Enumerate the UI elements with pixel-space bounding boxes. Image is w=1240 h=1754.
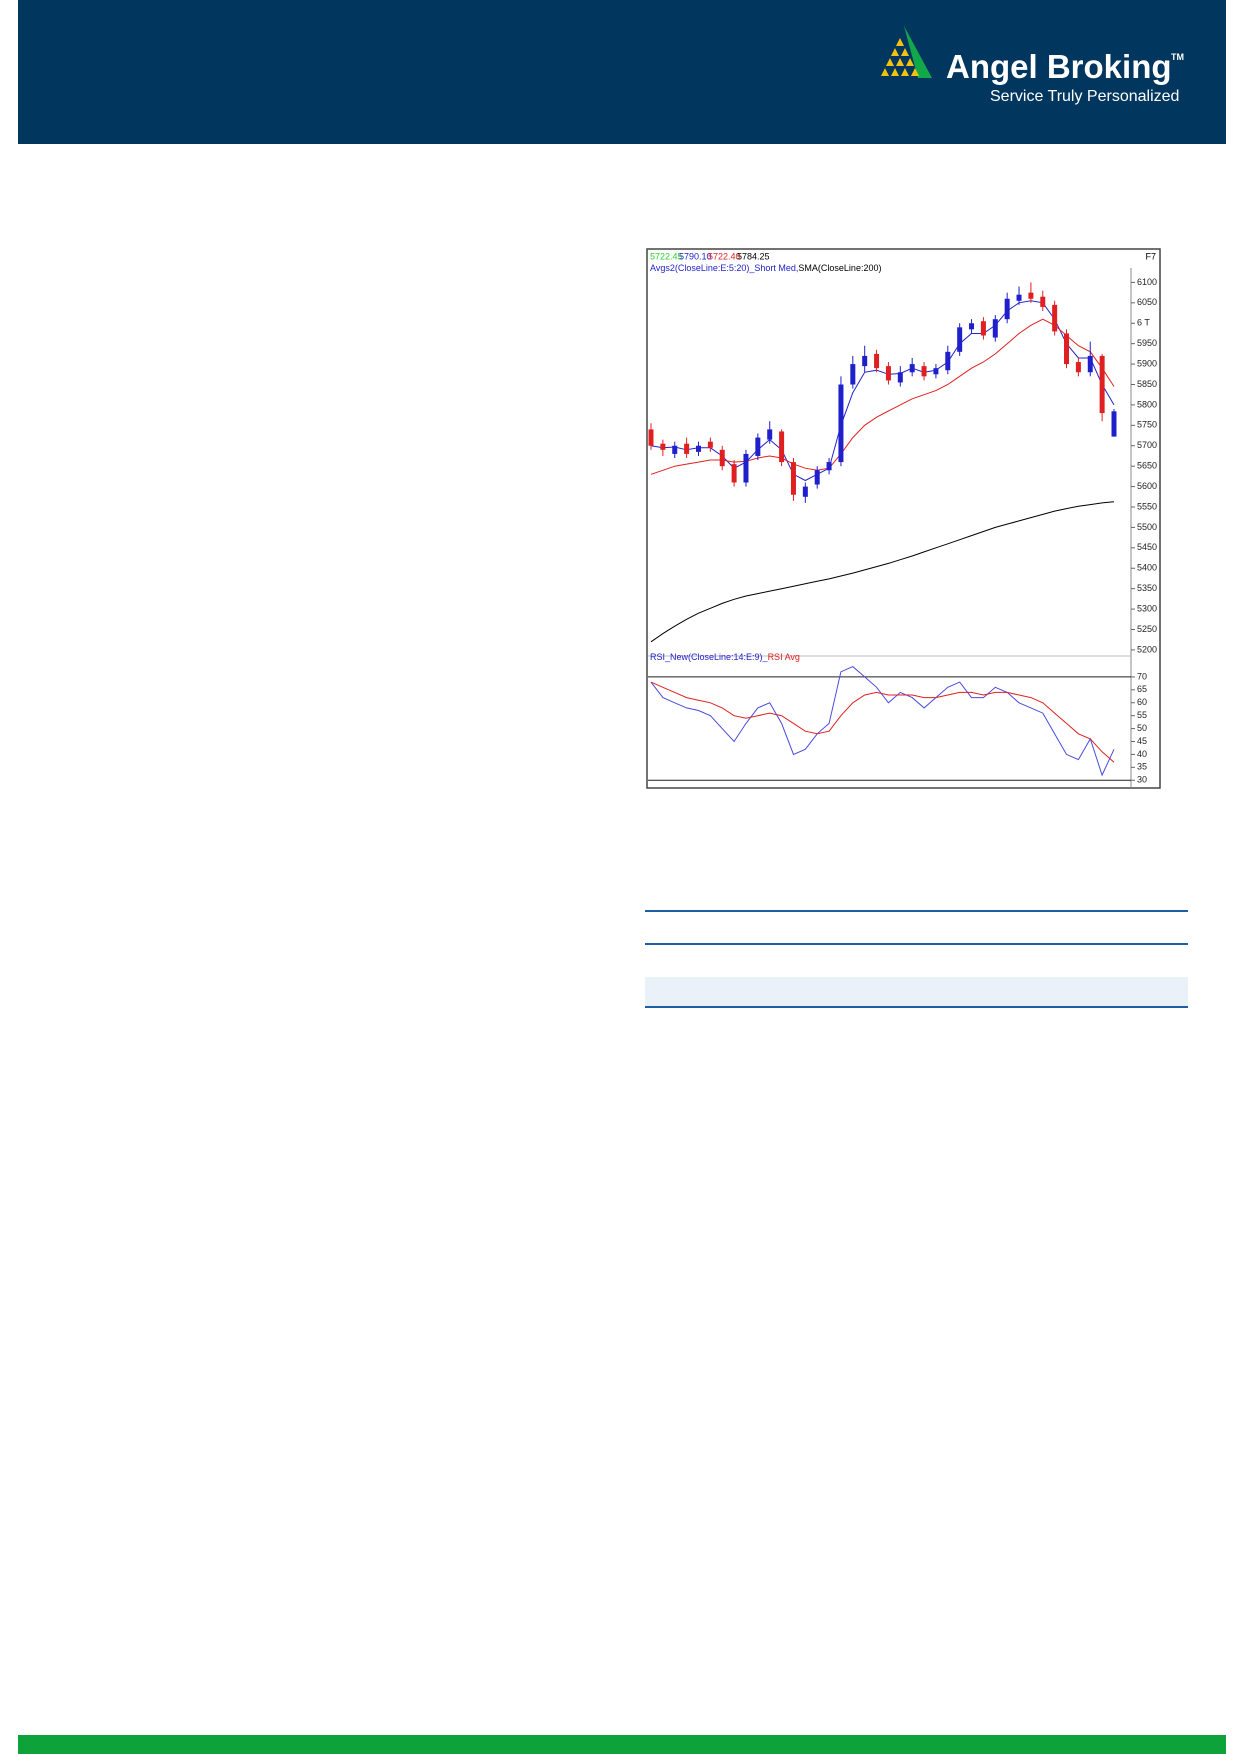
candle-body <box>945 351 951 371</box>
table-rule <box>645 910 1188 912</box>
candle-body <box>933 368 939 375</box>
series-line <box>650 318 1115 475</box>
candle-body <box>1028 292 1034 299</box>
candle-body <box>1099 355 1105 414</box>
candle-body <box>957 327 963 352</box>
y-tick-label: 35 <box>1137 762 1147 772</box>
candle-body <box>1087 355 1093 373</box>
candle-body <box>921 366 927 377</box>
candle-body <box>731 464 737 483</box>
candle-body <box>874 353 880 369</box>
candle-body <box>992 319 998 338</box>
candle-body <box>648 429 654 446</box>
candle-body <box>909 364 915 373</box>
candle-body <box>660 443 666 450</box>
candle-body <box>814 470 820 485</box>
y-tick-label: 5500 <box>1137 522 1157 532</box>
candle-body <box>1040 296 1046 307</box>
table-row <box>645 977 1188 1008</box>
logo <box>881 26 932 78</box>
candle-body <box>755 437 761 456</box>
candle-body <box>862 355 868 367</box>
legend-entry: RSI_New(CloseLine:14:E:9)_ <box>650 652 769 662</box>
candle-body <box>1016 294 1022 301</box>
trademark: TM <box>1171 52 1184 62</box>
y-tick-label: 5350 <box>1137 583 1157 593</box>
y-tick-label: 65 <box>1137 684 1147 694</box>
y-tick-label: 5250 <box>1137 624 1157 634</box>
ohlc-label: 5784.25 <box>737 251 770 261</box>
candle-body <box>1004 298 1010 320</box>
y-tick-label: 30 <box>1137 775 1147 785</box>
legend-row: Avgs2(CloseLine:E:5:20)_Short Med,SMA(Cl… <box>650 263 881 273</box>
corner-label: F7 <box>1145 251 1156 261</box>
y-tick-label: 5950 <box>1137 338 1157 348</box>
legend-entry: SMA(CloseLine:200) <box>798 263 881 273</box>
candle-body <box>1111 411 1117 437</box>
series-line <box>650 681 1115 763</box>
candle-body <box>826 462 832 471</box>
tagline: Service Truly Personalized <box>990 88 1180 105</box>
candle-body <box>980 321 986 336</box>
y-tick-label: 6100 <box>1137 277 1157 287</box>
series-line <box>650 666 1115 777</box>
y-tick-label: 5400 <box>1137 563 1157 573</box>
y-tick-label: 5300 <box>1137 603 1157 613</box>
y-tick-label: 55 <box>1137 710 1147 720</box>
candle-body <box>684 443 690 454</box>
y-tick-label: 5900 <box>1137 358 1157 368</box>
y-tick-label: 6 T <box>1137 318 1150 328</box>
candle-body <box>850 364 856 385</box>
candle-body <box>767 429 773 440</box>
candle-body <box>790 462 796 495</box>
y-tick-label: 45 <box>1137 736 1147 746</box>
brand-name: Angel Broking <box>946 48 1172 85</box>
y-tick-label: 6050 <box>1137 297 1157 307</box>
y-tick-label: 5650 <box>1137 461 1157 471</box>
y-tick-label: 70 <box>1137 671 1147 681</box>
y-tick-label: 5700 <box>1137 440 1157 450</box>
y-tick-label: 5850 <box>1137 379 1157 389</box>
footer-bar <box>18 1735 1226 1754</box>
ohlc-label: 5790.10 <box>679 251 712 261</box>
y-tick-label: 5550 <box>1137 501 1157 511</box>
candle-body <box>802 486 808 497</box>
series-line <box>650 501 1115 643</box>
table-rule <box>645 943 1188 945</box>
legend-row: RSI_New(CloseLine:14:E:9)_RSI Avg <box>650 652 800 662</box>
y-tick-label: 5200 <box>1137 644 1157 654</box>
y-tick-label: 60 <box>1137 697 1147 707</box>
ohlc-label: 5722.45 <box>650 251 683 261</box>
series-line <box>650 300 1115 482</box>
ohlc-label: 5722.40 <box>708 251 741 261</box>
candle-body <box>743 453 749 483</box>
candle-body <box>707 441 713 448</box>
candle-body <box>1075 362 1081 373</box>
candle-body <box>885 366 891 381</box>
candle-body <box>672 445 678 454</box>
y-tick-label: 5750 <box>1137 420 1157 430</box>
candle-body <box>969 323 975 330</box>
header-banner <box>18 0 1226 144</box>
candle-body <box>897 372 903 383</box>
candle-body <box>779 431 785 463</box>
legend-entry: Avgs2(CloseLine:E:5:20)_Short Med, <box>650 263 798 273</box>
chart-frame <box>646 248 1161 789</box>
y-tick-label: 50 <box>1137 723 1147 733</box>
candle-body <box>838 384 844 463</box>
candle-body <box>1052 304 1058 332</box>
candle-body <box>719 449 725 467</box>
y-tick-label: 5600 <box>1137 481 1157 491</box>
candle-body <box>1064 333 1070 365</box>
y-tick-label: 5800 <box>1137 399 1157 409</box>
legend-entry: RSI Avg <box>768 652 800 662</box>
y-tick-label: 40 <box>1137 749 1147 759</box>
y-tick-label: 5450 <box>1137 542 1157 552</box>
candle-body <box>695 445 701 452</box>
